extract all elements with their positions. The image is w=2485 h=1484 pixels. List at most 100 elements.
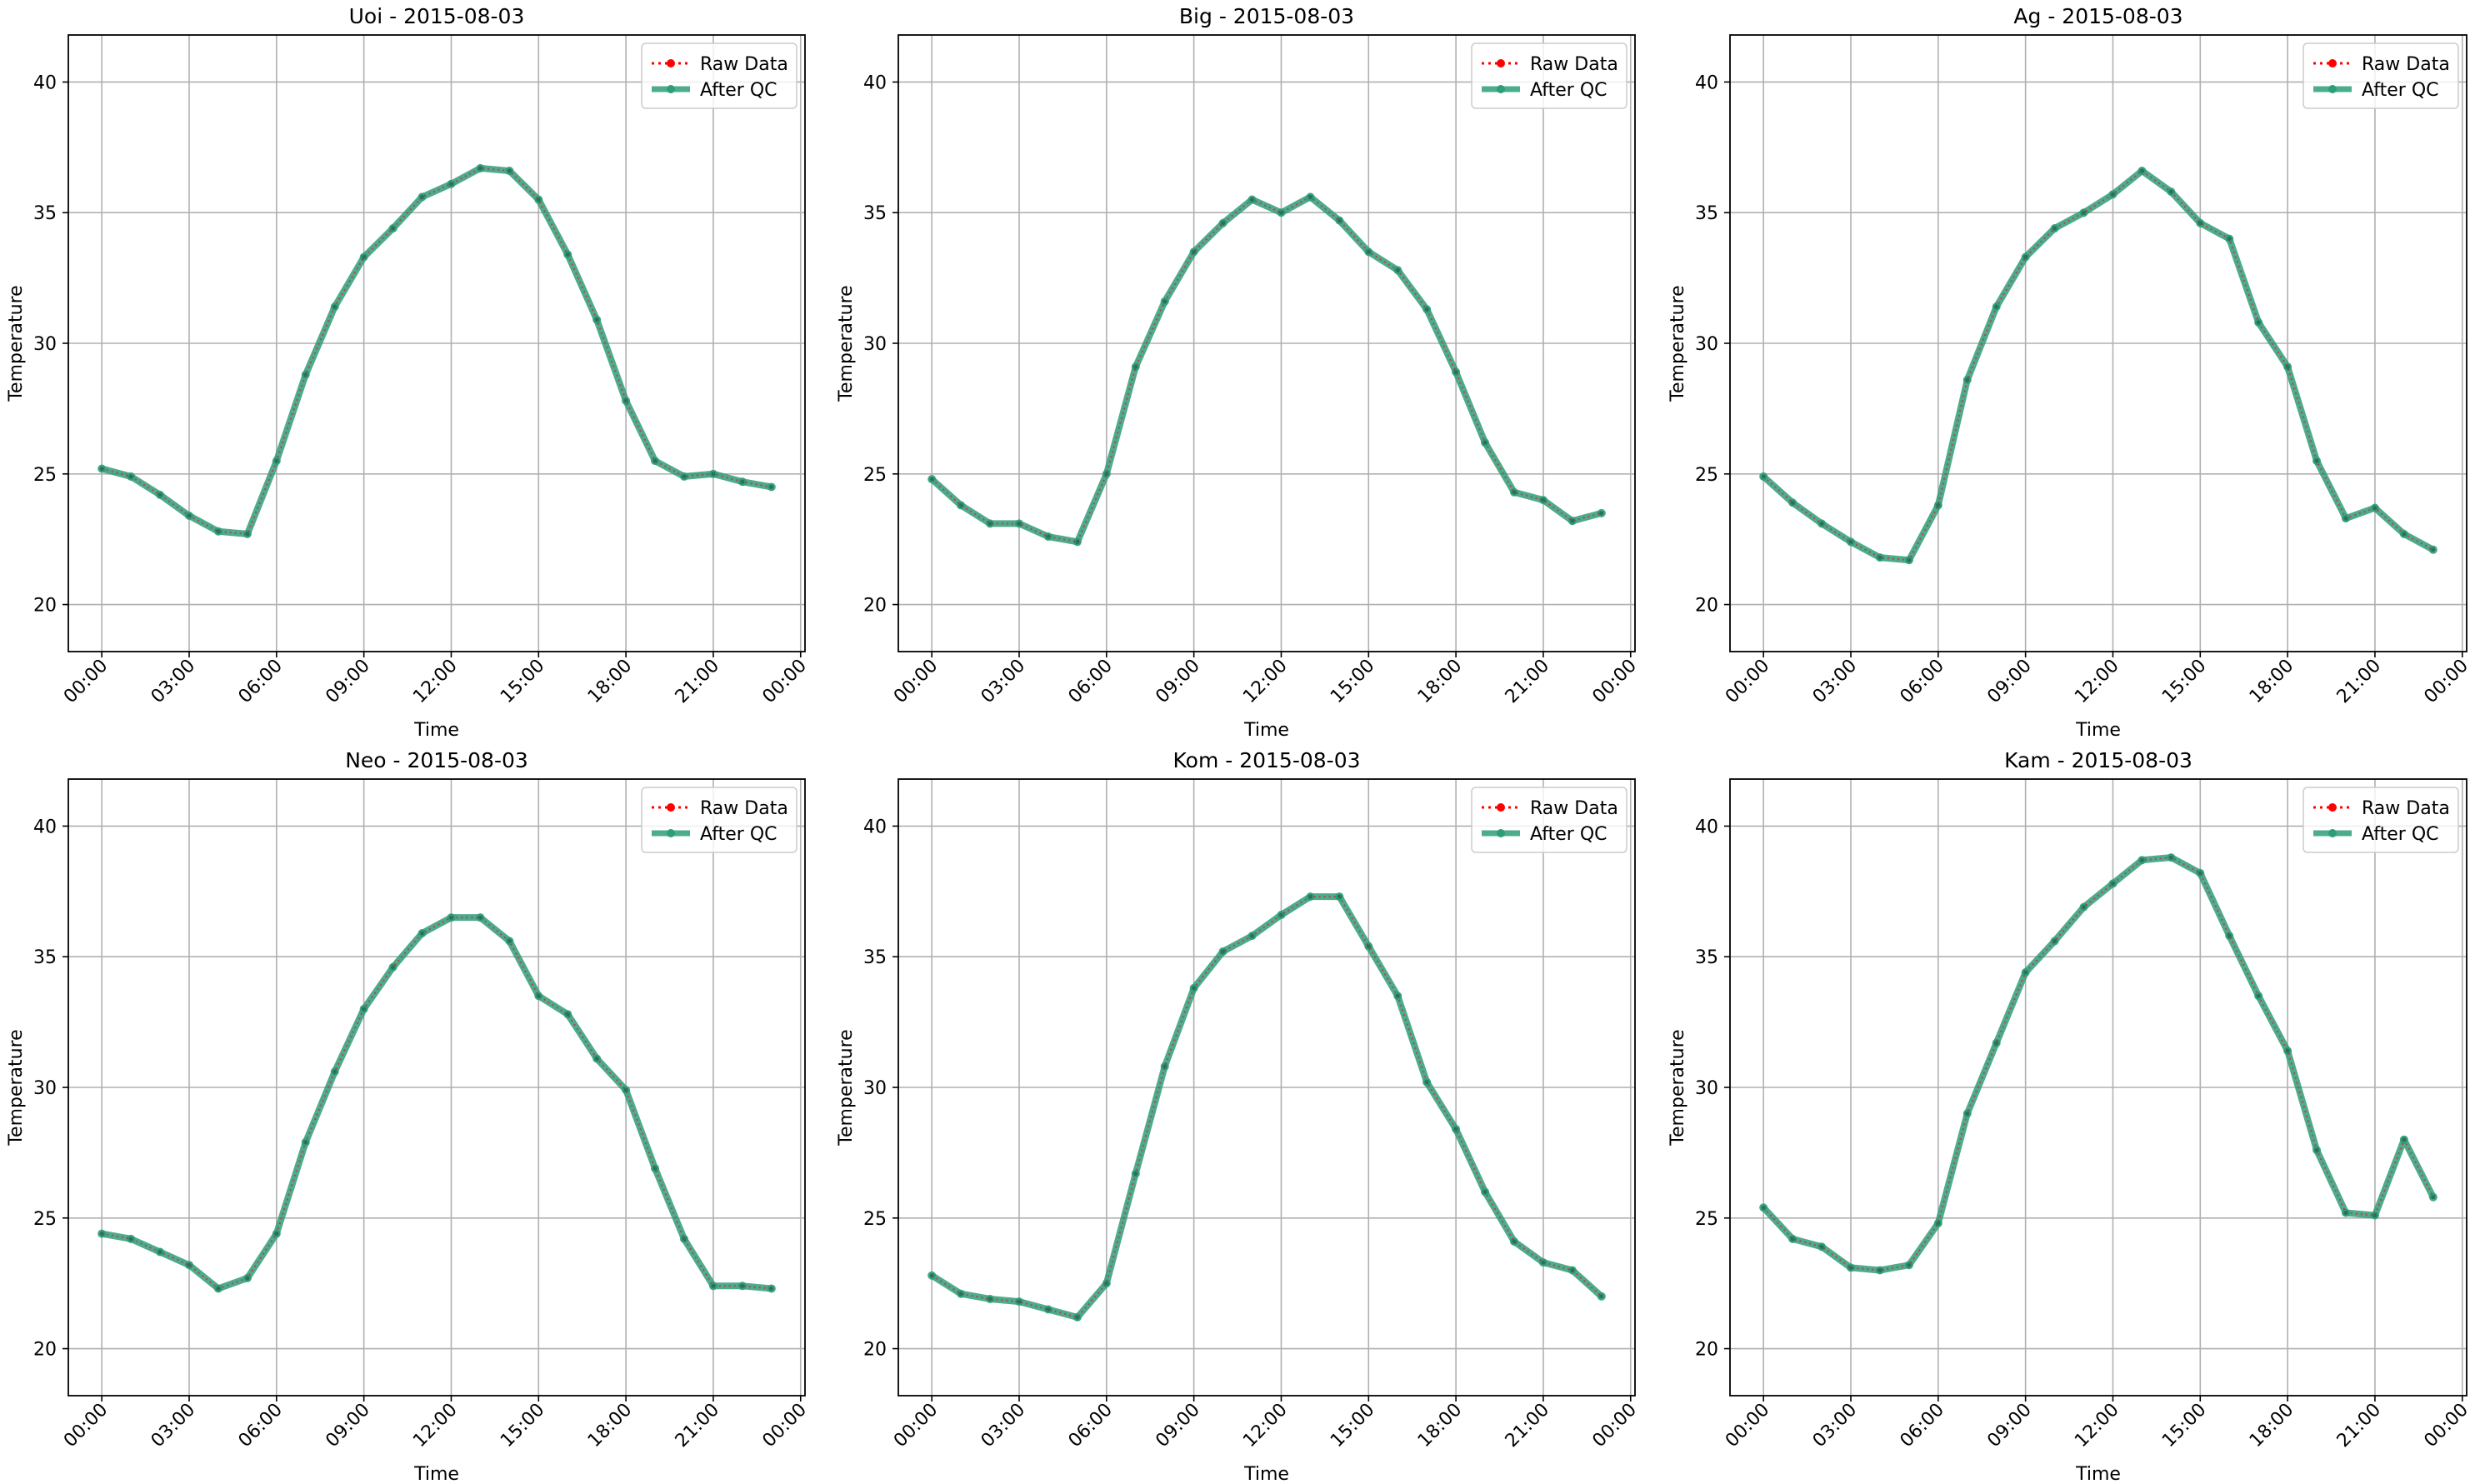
x-tick-label: 15:00	[2158, 656, 2211, 708]
legend-marker-after-qc	[667, 85, 675, 93]
data-point-raw-data	[1192, 986, 1197, 991]
subplot-title: Kam - 2015-08-03	[2004, 748, 2192, 772]
y-tick-label: 30	[1695, 1078, 1718, 1099]
data-point-raw-data	[2110, 881, 2116, 887]
x-tick-label: 00:00	[890, 1400, 942, 1452]
data-point-raw-data	[2372, 1213, 2378, 1218]
x-tick-label: 06:00	[235, 656, 288, 708]
legend-label-raw-data: Raw Data	[1530, 54, 1618, 75]
data-point-raw-data	[303, 372, 308, 377]
x-tick-label: 18:00	[2246, 1400, 2298, 1452]
y-tick-label: 20	[863, 596, 887, 617]
subplot-2: Big - 2015-08-03 20 25 30 35 40 00:00 03:00 06:0…	[836, 4, 1641, 741]
data-point-raw-data	[1907, 557, 1912, 562]
x-axis-label: Time	[2075, 1464, 2121, 1484]
data-point-raw-data	[711, 1283, 716, 1288]
data-point-raw-data	[1162, 1064, 1168, 1069]
data-point-raw-data	[216, 529, 221, 534]
data-point-raw-data	[740, 479, 745, 484]
legend-label-raw-data: Raw Data	[700, 798, 788, 819]
axes-frame	[68, 778, 806, 1397]
legend-label-raw-data: Raw Data	[700, 54, 788, 75]
x-tick-label: 12:00	[2071, 656, 2123, 708]
data-point-raw-data	[1965, 1111, 1970, 1116]
data-point-raw-data	[419, 194, 425, 200]
series-line-raw-data	[1762, 169, 2434, 562]
data-point-raw-data	[1017, 1299, 1022, 1304]
y-axis-label: Temperature	[1668, 1029, 1688, 1146]
x-tick-label: 09:00	[322, 1400, 374, 1452]
legend: Raw Data After QC	[641, 787, 798, 853]
legend: Raw Data After QC	[2302, 787, 2459, 853]
x-tick-label: 03:00	[1809, 656, 1862, 708]
data-point-raw-data	[2052, 938, 2058, 944]
axes-frame	[1729, 34, 2468, 652]
x-tick-label: 00:00	[60, 656, 112, 708]
x-tick-label: 00:00	[1588, 656, 1641, 708]
x-tick-label: 00:00	[1722, 656, 1774, 708]
x-tick-label: 12:00	[409, 1400, 462, 1452]
data-point-raw-data	[1104, 1281, 1109, 1286]
data-point-raw-data	[1337, 218, 1342, 223]
y-tick-label: 35	[33, 203, 57, 224]
data-point-raw-data	[1878, 1267, 1882, 1273]
legend: Raw Data After QC	[1471, 42, 1628, 109]
series-line-raw-data	[931, 896, 1602, 1319]
y-tick-label: 30	[863, 334, 887, 355]
x-tick-label: 00:00	[2420, 656, 2472, 708]
x-tick-label: 21:00	[2333, 1400, 2386, 1452]
data-point-raw-data	[1424, 307, 1429, 312]
x-tick-label: 03:00	[978, 1400, 1030, 1452]
data-point-raw-data	[1133, 1171, 1138, 1177]
data-point-raw-data	[128, 1237, 133, 1242]
data-point-raw-data	[1819, 521, 1824, 526]
axes-frame	[898, 34, 1636, 652]
data-point-raw-data	[594, 317, 599, 322]
data-point-raw-data	[1453, 1127, 1458, 1132]
data-point-raw-data	[1512, 490, 1517, 495]
data-point-raw-data	[682, 474, 687, 479]
x-tick-label: 03:00	[1809, 1400, 1862, 1452]
data-point-raw-data	[419, 931, 425, 936]
data-point-raw-data	[390, 965, 396, 970]
data-point-raw-data	[2168, 189, 2173, 194]
x-tick-label: 21:00	[1502, 656, 1554, 708]
x-tick-label: 00:00	[60, 1400, 112, 1452]
data-point-raw-data	[2227, 236, 2232, 242]
legend-label-after-qc: After QC	[1530, 824, 1608, 845]
data-point-raw-data	[448, 182, 454, 187]
legend: Raw Data After QC	[2302, 42, 2459, 109]
data-point-raw-data	[2402, 532, 2407, 537]
x-tick-label: 00:00	[758, 656, 811, 708]
data-point-raw-data	[1366, 249, 1371, 254]
data-point-raw-data	[1599, 511, 1604, 516]
y-tick-label: 40	[33, 72, 57, 93]
data-point-raw-data	[2343, 1210, 2348, 1216]
x-tick-label: 15:00	[1327, 656, 1379, 708]
y-tick-label: 25	[33, 1209, 57, 1230]
y-tick-label: 35	[1695, 947, 1718, 968]
legend-label-raw-data: Raw Data	[1530, 798, 1618, 819]
data-point-raw-data	[1541, 497, 1546, 502]
data-point-raw-data	[2343, 516, 2348, 521]
data-point-raw-data	[390, 226, 396, 231]
series-line-after-qc	[1761, 167, 2435, 564]
axes-frame	[1729, 778, 2468, 1397]
data-point-raw-data	[332, 304, 338, 309]
legend: Raw Data After QC	[1471, 787, 1628, 853]
y-tick-label: 25	[1695, 1209, 1718, 1230]
data-point-raw-data	[536, 197, 541, 202]
data-point-raw-data	[1453, 369, 1458, 375]
legend: Raw Data After QC	[641, 42, 798, 109]
data-point-raw-data	[2314, 1147, 2319, 1152]
data-point-raw-data	[769, 484, 774, 490]
subplot-title: Uoi - 2015-08-03	[349, 4, 525, 28]
data-point-raw-data	[652, 458, 658, 463]
data-point-raw-data	[1482, 440, 1488, 445]
legend-marker-raw-data	[2328, 803, 2337, 812]
data-point-raw-data	[1220, 221, 1226, 226]
x-axis-label: Time	[413, 720, 459, 741]
data-point-raw-data	[1907, 1262, 1912, 1267]
data-point-raw-data	[1848, 1265, 1853, 1270]
x-tick-label: 09:00	[1152, 1400, 1204, 1452]
